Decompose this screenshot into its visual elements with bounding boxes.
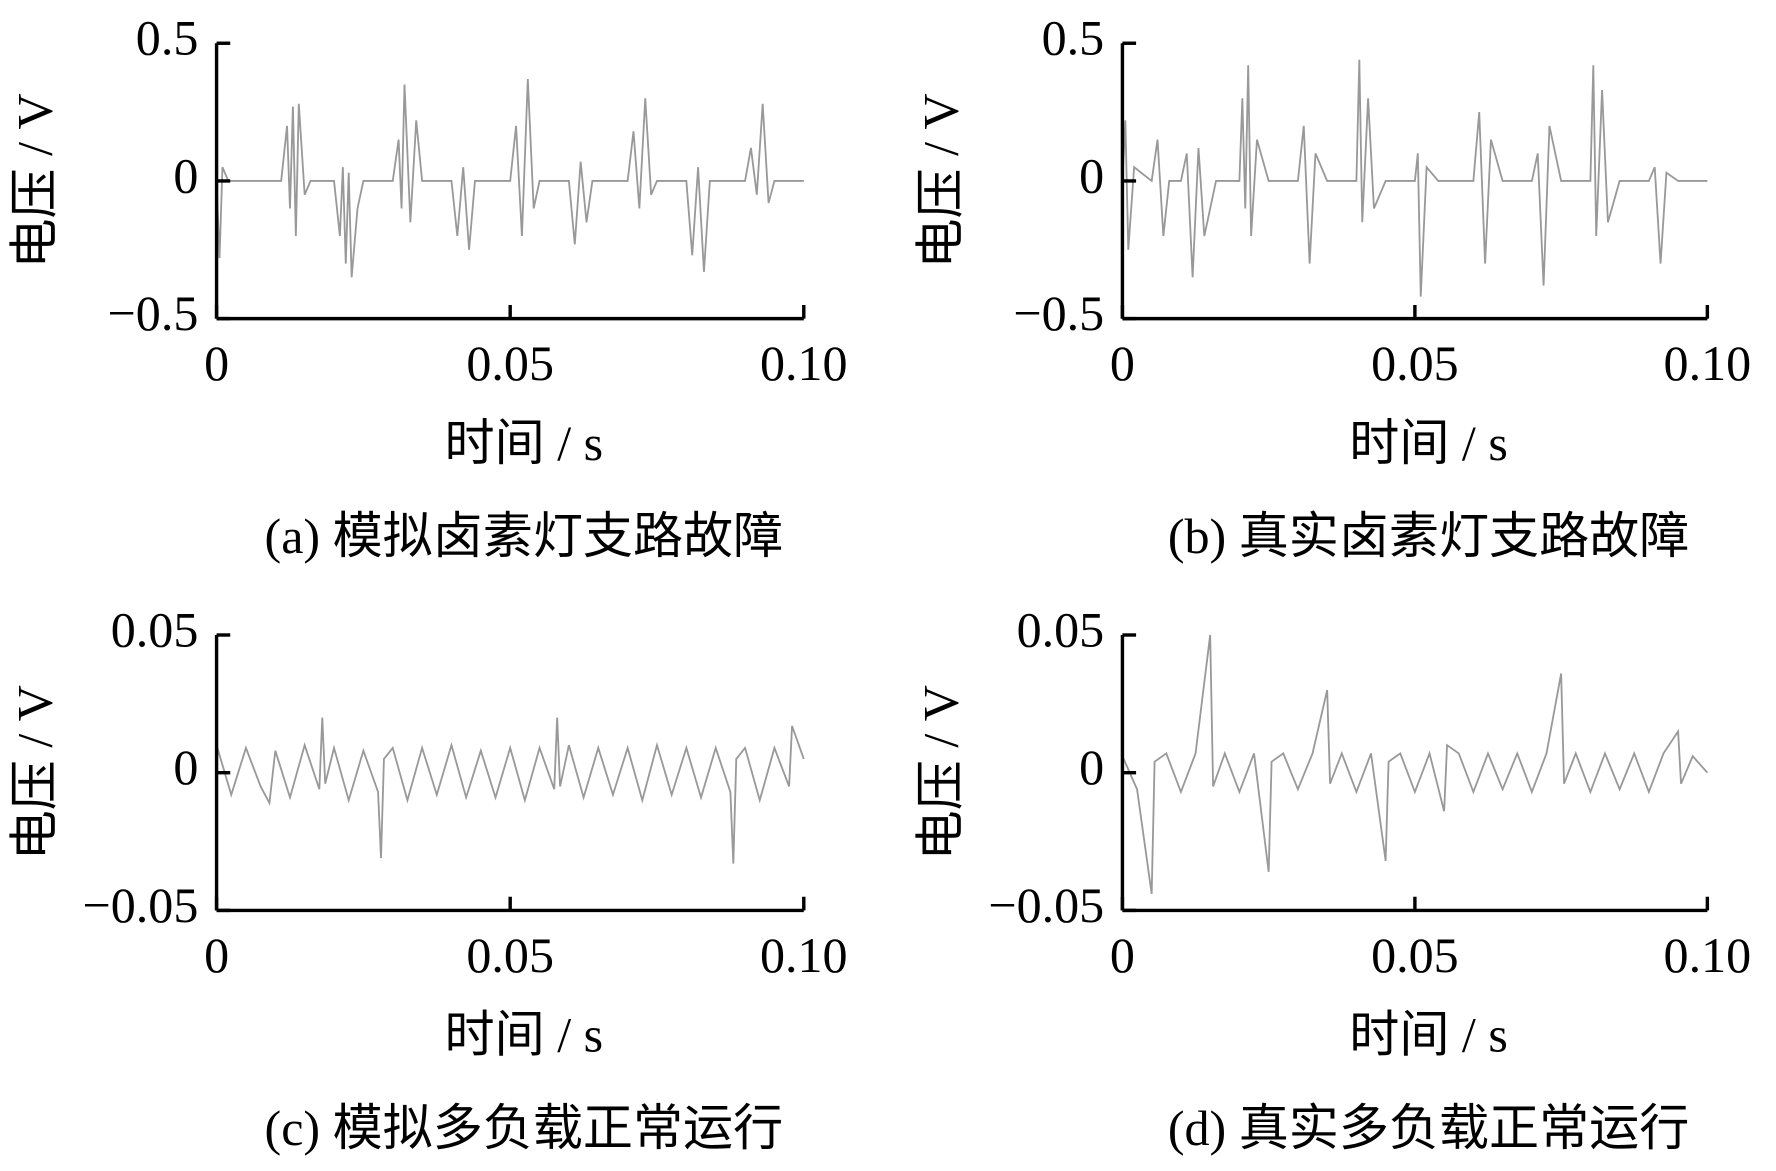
y-tick-label: −0.05 [988, 877, 1104, 933]
y-axis-label: 电压 / V [7, 93, 63, 268]
x-tick-label: 0.10 [760, 927, 848, 983]
y-axis-label: 电压 / V [913, 685, 969, 860]
y-axis-label: 电压 / V [913, 93, 969, 268]
y-tick-label: −0.05 [83, 877, 199, 933]
y-tick-label: −0.5 [1013, 285, 1104, 341]
caption: (d) 真实多负载正常运行 [1168, 1100, 1689, 1156]
y-tick-label: 0.5 [1042, 10, 1105, 66]
signal-line [1121, 59, 1708, 297]
x-tick-label: 0 [204, 927, 229, 983]
x-tick-label: 0.05 [466, 927, 554, 983]
x-tick-label: 0.05 [1371, 927, 1459, 983]
x-tick-label: 0.05 [1371, 335, 1459, 391]
x-tick-label: 0 [1110, 335, 1135, 391]
y-tick-label: 0.5 [136, 10, 199, 66]
x-tick-label: 0.10 [1664, 335, 1752, 391]
signal-line [1121, 634, 1709, 895]
y-tick-label: 0 [1079, 147, 1104, 203]
x-axis-label: 时间 / s [445, 1007, 604, 1063]
y-tick-label: 0 [173, 739, 198, 795]
y-axis-label: 电压 / V [7, 685, 63, 860]
x-tick-label: 0 [204, 335, 229, 391]
x-axis-label: 时间 / s [445, 415, 604, 471]
x-tick-label: 0.10 [760, 335, 848, 391]
y-tick-label: −0.5 [108, 285, 199, 341]
y-tick-label: 0.05 [111, 601, 199, 657]
caption: (a) 模拟卤素灯支路故障 [265, 508, 784, 564]
x-tick-label: 0.05 [466, 335, 554, 391]
x-tick-label: 0 [1110, 927, 1135, 983]
y-tick-label: 0.05 [1017, 601, 1105, 657]
y-tick-label: 0 [173, 147, 198, 203]
caption: (b) 真实卤素灯支路故障 [1168, 508, 1689, 564]
y-tick-label: 0 [1079, 739, 1104, 795]
x-tick-label: 0.10 [1664, 927, 1752, 983]
signal-line [215, 717, 805, 864]
signal-line [215, 79, 804, 278]
caption: (c) 模拟多负载正常运行 [265, 1100, 784, 1156]
x-axis-label: 时间 / s [1349, 1007, 1508, 1063]
x-axis-label: 时间 / s [1349, 415, 1508, 471]
